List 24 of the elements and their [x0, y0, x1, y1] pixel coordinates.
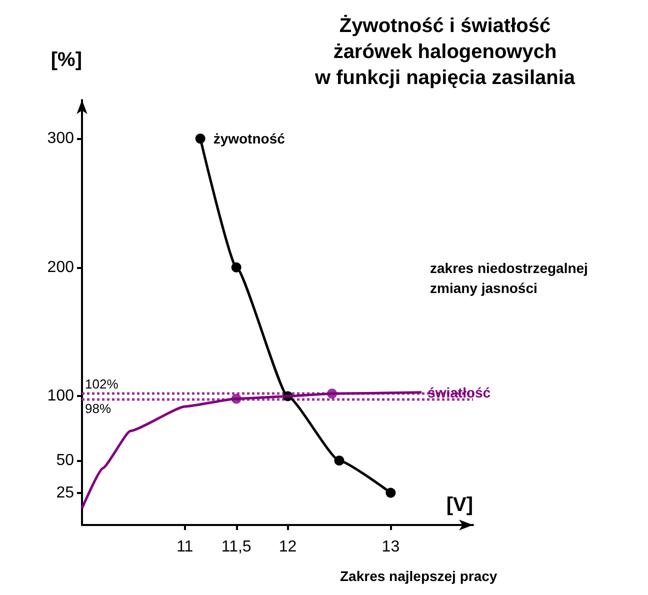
point	[386, 488, 396, 498]
x-axis-title: [V]	[446, 494, 473, 516]
point	[195, 134, 206, 144]
annotation: zakres niedostrzegalnej zmiany jasności	[430, 260, 588, 296]
x-tick-label: 11,5	[221, 538, 252, 556]
series-label: żywotność	[213, 130, 286, 147]
ref-line-label: 98%	[85, 400, 112, 416]
ref-line-label: 102%	[85, 376, 119, 392]
y-tick-label: 200	[47, 258, 74, 276]
y-tick-label: 50	[56, 452, 74, 470]
y-axis-title: [%]	[50, 49, 82, 71]
series-label: światłość	[428, 384, 491, 400]
x-tick-label: 13	[382, 538, 400, 556]
y-tick-label: 100	[47, 388, 74, 405]
point	[231, 262, 242, 272]
x-tick-label: 11	[176, 538, 194, 556]
y-tick-label: 25	[56, 484, 74, 502]
point	[327, 388, 338, 399]
text: Zakres najlepszej pracy	[340, 568, 498, 584]
chart-title: Żywotność i światłość żarówek halogenowych w funkcji napięcia zasilania	[314, 14, 576, 89]
x-tick-label: 12	[278, 538, 297, 556]
y-tick-label: 300	[47, 130, 74, 148]
point	[231, 394, 242, 404]
point	[334, 456, 344, 466]
